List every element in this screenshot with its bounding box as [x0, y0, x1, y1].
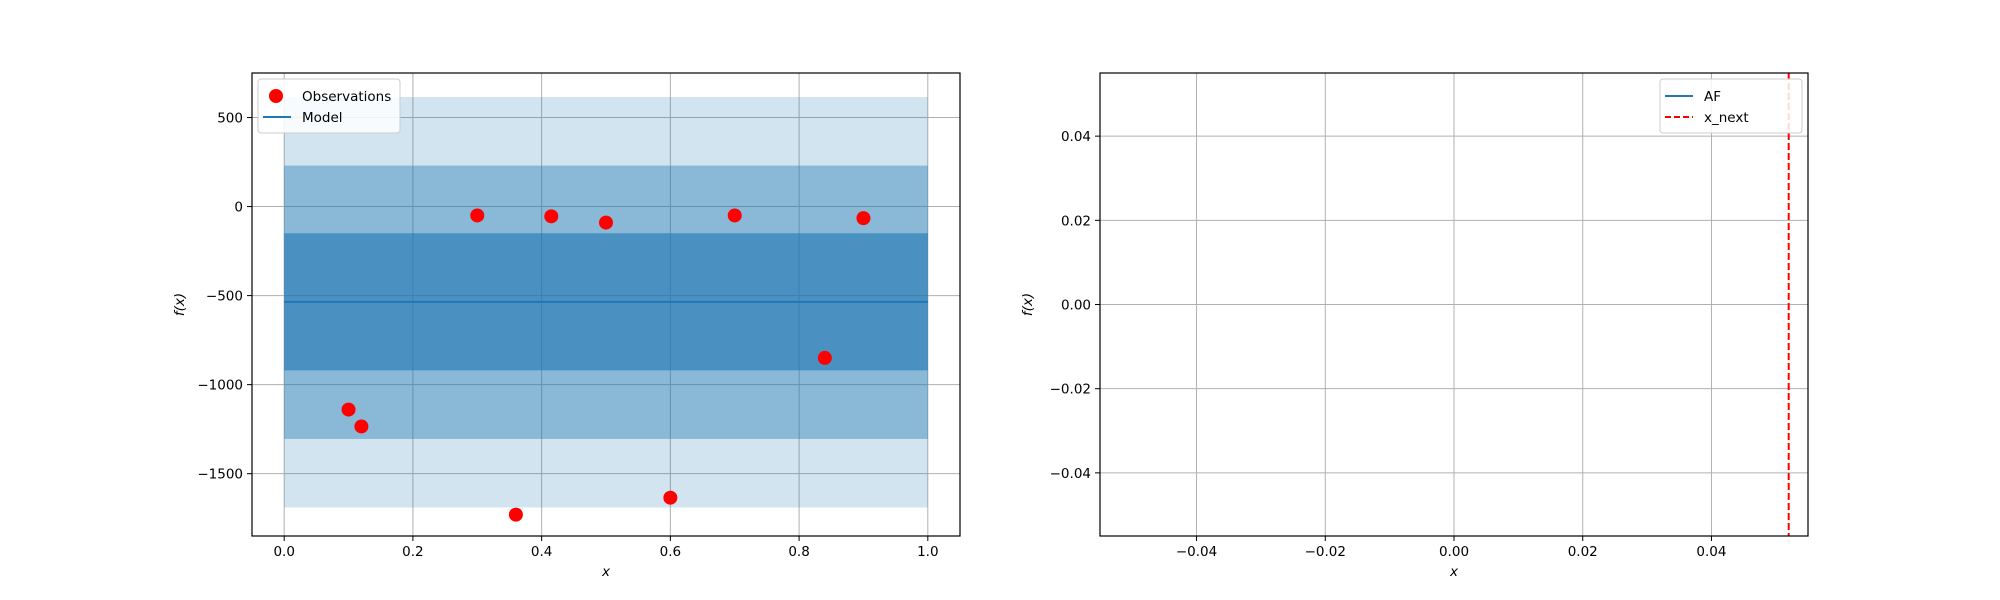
observation-point [817, 350, 832, 365]
y-tick-label: −0.04 [1050, 466, 1091, 482]
x-axis-label: x [601, 564, 611, 580]
observation-point [508, 507, 523, 522]
x-tick-label: 0.0 [273, 544, 294, 560]
x-tick-label: 0.6 [660, 544, 681, 560]
y-axis-label: f(x) [172, 293, 188, 316]
x-tick-label: −0.02 [1305, 544, 1346, 560]
legend-label: Observations [302, 89, 391, 105]
acquisition-function-chart: −0.04 −0.02 0.00 0.02 0.04 0.04 0.02 0.00 −0.02 −… [1020, 72, 1809, 580]
legend-marker [269, 89, 283, 103]
observation-point [599, 215, 613, 230]
observations-model-chart: 0.0 0.2 0.4 0.6 0.8 1.0 500 0 −500 −1000 −1500 x f… [172, 72, 961, 580]
x-tick-label: −0.04 [1176, 544, 1217, 560]
x-axis-label: x [1449, 564, 1459, 580]
x-tick-label: 1.0 [917, 544, 938, 560]
legend-box [257, 78, 401, 134]
y-tick-label: −1500 [197, 467, 243, 483]
y-tick-label: 0.02 [1061, 213, 1091, 229]
observation-point [856, 211, 871, 226]
observation-point [544, 209, 559, 224]
y-tick-label: 500 [217, 111, 243, 127]
observation-point [354, 419, 369, 434]
y-tick-label: −0.02 [1050, 382, 1091, 398]
x-tick-label: 0.4 [531, 544, 552, 560]
y-tick-label: 0.04 [1061, 129, 1091, 145]
y-axis-label: f(x) [1020, 293, 1036, 316]
x-tick-label: 0.02 [1568, 544, 1598, 560]
observation-point [470, 208, 485, 223]
observation-point [341, 402, 356, 417]
x-tick-label: 0.2 [402, 544, 423, 560]
y-tick-label: 0 [234, 200, 243, 216]
y-tick-label: −500 [206, 289, 243, 305]
plot-frame [251, 72, 961, 537]
legend-label: Model [302, 110, 343, 126]
x-tick-label: 0.04 [1696, 544, 1726, 560]
y-tick-label: 0.00 [1061, 298, 1091, 314]
x-tick-label: 0.00 [1439, 544, 1469, 560]
observation-point [727, 208, 742, 223]
legend-label: x_next [1704, 110, 1749, 126]
legend-label: AF [1704, 89, 1721, 105]
y-tick-label: −1000 [197, 378, 243, 394]
legend: Observations Model [257, 78, 401, 134]
legend-box [1659, 78, 1803, 134]
x-tick-label: 0.8 [788, 544, 809, 560]
observation-point [663, 490, 678, 505]
legend: AF x_next [1659, 78, 1803, 134]
